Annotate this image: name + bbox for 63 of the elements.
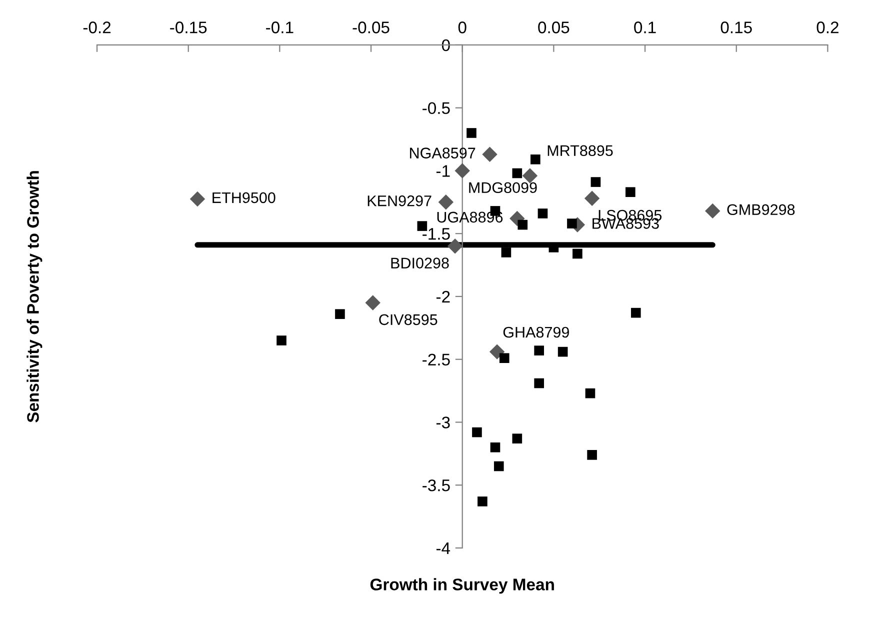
point bbox=[499, 353, 510, 363]
point bbox=[478, 496, 488, 506]
annotation: KEN9297 bbox=[368, 195, 432, 206]
x-tick-label: -0.05 bbox=[352, 22, 390, 34]
point bbox=[190, 191, 206, 207]
point bbox=[482, 146, 498, 162]
x-tick-label: -0.15 bbox=[170, 22, 207, 34]
point bbox=[558, 346, 568, 357]
y-tick-label: -1.5 bbox=[422, 228, 450, 240]
point bbox=[454, 163, 470, 178]
y-tick-label: -3 bbox=[436, 416, 450, 428]
annotation: GMB9298 bbox=[727, 204, 795, 216]
point bbox=[447, 238, 463, 254]
y-tick-label: -0.5 bbox=[422, 102, 450, 114]
annotation: CIV8595 bbox=[379, 314, 438, 326]
annotation: MRT8895 bbox=[548, 145, 613, 156]
x-axis-title: Growth in Survey Mean bbox=[370, 578, 554, 594]
point bbox=[512, 434, 522, 444]
x-tick-label: -0.1 bbox=[266, 22, 294, 34]
point bbox=[534, 346, 544, 356]
x-tick-label: 0 bbox=[458, 22, 466, 34]
point bbox=[705, 203, 720, 219]
point bbox=[584, 190, 600, 206]
annotation: MDG8099 bbox=[469, 182, 537, 194]
point bbox=[626, 187, 636, 197]
x-tick-label: 0.2 bbox=[816, 22, 838, 34]
y-tick-label: -2 bbox=[436, 290, 450, 303]
point bbox=[489, 344, 505, 360]
annotation: BDI0298 bbox=[391, 258, 449, 268]
x-tick-label: -0.2 bbox=[83, 22, 111, 34]
point bbox=[276, 336, 286, 346]
point bbox=[365, 295, 380, 310]
point bbox=[572, 248, 582, 259]
point bbox=[534, 378, 544, 388]
point bbox=[466, 128, 476, 138]
y-tick-label: -3.5 bbox=[422, 479, 450, 492]
point bbox=[518, 220, 528, 230]
point bbox=[472, 427, 482, 438]
y-tick-label: -1 bbox=[436, 165, 450, 177]
annotation: GHA8799 bbox=[503, 326, 569, 338]
annotation: UGA8896 bbox=[437, 212, 503, 223]
point bbox=[530, 154, 540, 164]
annotation: NGA8597 bbox=[410, 148, 476, 158]
point bbox=[567, 218, 577, 228]
point bbox=[512, 168, 522, 178]
point bbox=[585, 388, 596, 398]
point bbox=[522, 168, 538, 184]
point bbox=[490, 442, 500, 452]
annotation: ETH9500 bbox=[212, 192, 276, 204]
y-axis-title: Sensitivity of Poverty to Growth bbox=[26, 171, 42, 422]
y-tick-label: -2.5 bbox=[422, 354, 450, 366]
x-tick-label: 0.1 bbox=[634, 22, 656, 34]
point bbox=[538, 208, 548, 218]
point bbox=[630, 308, 641, 318]
point bbox=[587, 450, 597, 460]
y-tick-label: -4 bbox=[436, 542, 450, 554]
point bbox=[335, 309, 345, 319]
point bbox=[438, 194, 454, 210]
x-tick-label: 0.15 bbox=[720, 22, 752, 34]
point bbox=[590, 177, 601, 187]
point bbox=[494, 461, 504, 472]
x-tick-label: 0.05 bbox=[538, 22, 570, 34]
point bbox=[501, 248, 512, 258]
